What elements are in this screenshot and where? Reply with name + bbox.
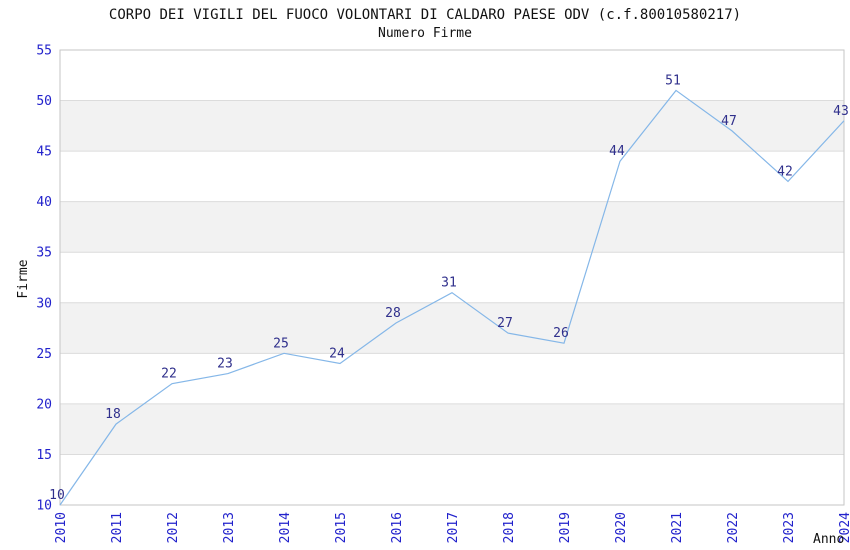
x-axis-tick-label: 2018 [502,512,517,543]
data-point-label: 23 [217,357,233,372]
x-axis-tick-labels: 2010 2011 2012 2013 2014 2015 2016 2017 2018 2019… [54,512,850,543]
plot-band [60,302,844,354]
x-axis-tick-label: 2024 [838,512,850,543]
y-axis-tick-label: 35 [36,246,52,261]
y-axis-tick-labels: 10 15 20 25 30 35 40 45 50 55 [36,44,52,514]
data-point-label: 10 [49,488,65,503]
x-axis-title: Anno [813,532,844,547]
data-point-label: 26 [553,326,569,341]
x-axis-tick-label: 2019 [558,512,573,543]
data-point-label: 44 [609,144,625,159]
chart-title: CORPO DEI VIGILI DEL FUOCO VOLONTARI DI … [108,7,742,23]
y-axis-tick-label: 10 [36,499,52,514]
data-point-label: 24 [329,346,345,361]
series-line-group [59,89,845,506]
y-axis-tick-label: 25 [36,347,52,362]
x-axis-tick-label: 2022 [726,512,741,543]
plot-band [60,201,844,253]
y-axis-tick-label: 30 [36,296,52,311]
plot-bands [60,100,844,455]
x-axis-tick-label: 2012 [166,512,181,543]
x-axis-tick-label: 2016 [390,512,405,543]
x-axis-tick-label: 2017 [446,512,461,543]
plot-band [60,403,844,455]
y-axis-title: Firme [16,259,31,298]
data-point-label: 27 [497,316,513,331]
y-axis-tick-label: 40 [36,195,52,210]
y-axis-tick-label: 45 [36,145,52,160]
data-point-label: 18 [105,407,121,422]
chart-subtitle: Numero Firme [378,26,472,41]
data-point-label: 42 [777,164,793,179]
plot-border [59,49,845,506]
plot-band [60,100,844,152]
data-point-label: 25 [273,336,289,351]
x-axis-tick-label: 2023 [782,512,797,543]
data-point-label: 31 [441,276,457,291]
y-axis-tick-label: 55 [36,44,52,59]
x-axis-tick-label: 2020 [614,512,629,543]
data-point-label: 47 [721,114,737,129]
series-line [59,89,845,506]
x-axis-tick-label: 2014 [278,512,293,543]
x-axis-tick-label: 2013 [222,512,237,543]
plot-gridlines [60,100,844,455]
y-axis-tick-label: 15 [36,448,52,463]
x-axis-tick-label: 2011 [110,512,125,543]
data-point-labels: 10 18 22 23 25 24 28 31 27 26 44 51 47 42 43 [49,73,849,503]
x-axis-tick-label: 2015 [334,512,349,543]
y-axis-tick-label: 20 [36,397,52,412]
x-axis-tick-label: 2010 [54,512,69,543]
data-point-label: 22 [161,367,177,382]
data-point-label: 43 [833,104,849,119]
data-point-label: 51 [665,73,681,88]
y-axis-tick-label: 50 [36,94,52,109]
x-axis-tick-label: 2021 [670,512,685,543]
data-point-label: 28 [385,306,401,321]
